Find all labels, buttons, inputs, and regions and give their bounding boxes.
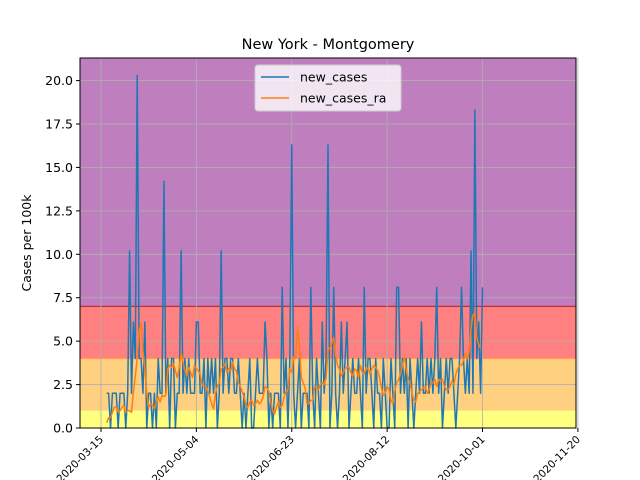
y-tick-label-0: 0.0 (53, 421, 73, 436)
y-tick-label-1: 2.5 (53, 377, 73, 392)
y-tick-label-4: 10.0 (45, 247, 73, 262)
y-tick-label-8: 20.0 (45, 73, 73, 88)
legend-box (254, 64, 402, 112)
x-tick-label-3: 2020-08-12 (341, 434, 393, 480)
y-tick-label-3: 7.5 (53, 290, 73, 305)
x-tick-label-0: 2020-03-15 (54, 434, 106, 480)
y-tick-label-7: 17.5 (45, 117, 73, 132)
series-line-new_cases_ra (106, 312, 482, 424)
y-tick-label-5: 12.5 (45, 203, 73, 218)
plot-frame (79, 57, 577, 429)
legend: new_cases new_cases_ra (254, 64, 402, 112)
chart-title: New York - Montgomery (242, 37, 415, 53)
x-tick-label-2: 2020-06-23 (245, 434, 297, 480)
x-tick-label-1: 2020-05-04 (150, 433, 202, 480)
x-axis: 2020-03-15 2020-05-04 2020-06-23 2020-08-12… (54, 428, 583, 480)
x-tick-label-4: 2020-10-01 (436, 434, 488, 480)
series-line-new_cases (106, 74, 484, 429)
series-lines (106, 74, 484, 429)
y-axis: 0.0 2.5 5.0 7.5 10.0 12.5 15.0 17.5 20.0 (45, 73, 80, 436)
legend-label-new_cases: new_cases (300, 70, 367, 85)
risk-band-0 (80, 410, 576, 428)
y-tick-label-2: 5.0 (53, 334, 73, 349)
x-tick-label-5: 2020-11-20 (531, 434, 583, 480)
legend-label-new_cases_ra: new_cases_ra (300, 91, 386, 106)
y-tick-label-6: 15.0 (45, 160, 73, 175)
y-axis-label: Cases per 100k (19, 194, 34, 292)
